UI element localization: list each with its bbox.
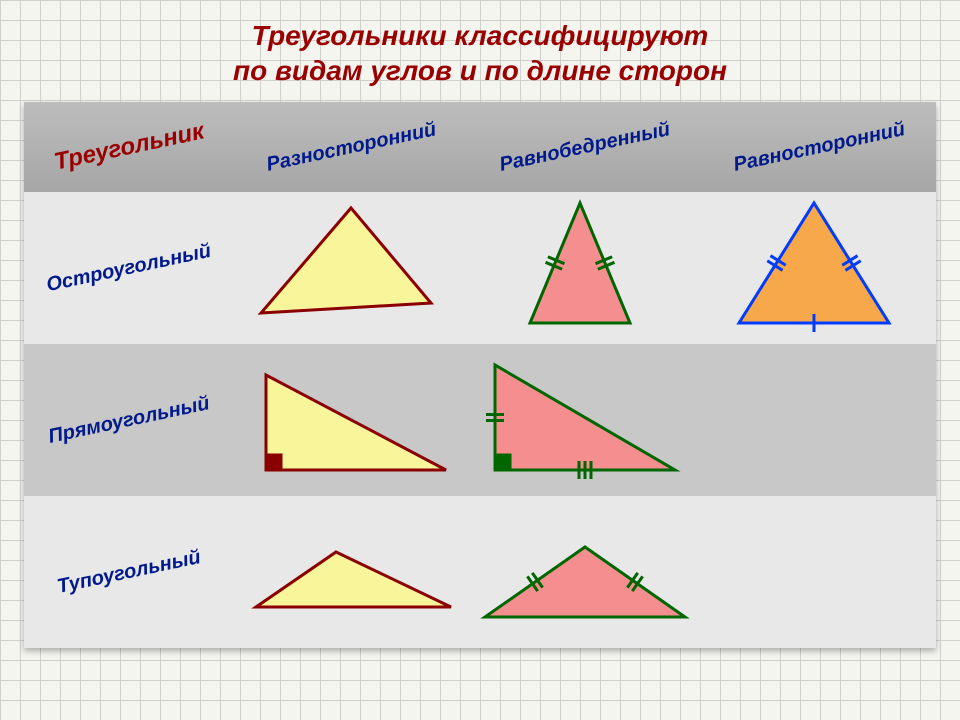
triangle-acute-scalene bbox=[241, 193, 461, 343]
triangle-obtuse-scalene bbox=[241, 497, 461, 647]
cell-acute-isosceles bbox=[468, 192, 702, 344]
classification-table: Треугольник Разносторонний Равнобедренны… bbox=[24, 102, 936, 648]
cell-acute-scalene bbox=[234, 192, 468, 344]
cell-obtuse-isosceles bbox=[468, 496, 702, 648]
cell-right-equilateral bbox=[702, 344, 936, 496]
row-header-obtuse: Тупоугольный bbox=[24, 496, 234, 648]
row-header-label: Остроугольный bbox=[45, 239, 214, 296]
row-header-acute: Остроугольный bbox=[24, 192, 234, 344]
cell-right-isosceles bbox=[468, 344, 702, 496]
cell-right-scalene bbox=[234, 344, 468, 496]
col-header-isosceles: Равнобедренный bbox=[468, 102, 702, 192]
col-header-label: Равносторонний bbox=[731, 118, 907, 177]
col-header-equilateral: Равносторонний bbox=[702, 102, 936, 192]
corner-label: Треугольник bbox=[52, 117, 207, 176]
cell-obtuse-scalene bbox=[234, 496, 468, 648]
title-line1: Треугольники классифицируют bbox=[252, 20, 709, 51]
triangle-right-isosceles bbox=[475, 345, 695, 495]
triangle-acute-equilateral bbox=[709, 193, 929, 343]
col-header-label: Разносторонний bbox=[264, 118, 438, 176]
row-header-right: Прямоугольный bbox=[24, 344, 234, 496]
row-header-label: Тупоугольный bbox=[55, 546, 203, 599]
row-header-label: Прямоугольный bbox=[46, 392, 211, 449]
col-header-label: Равнобедренный bbox=[498, 118, 673, 177]
corner-cell: Треугольник bbox=[24, 102, 234, 192]
triangle-obtuse-isosceles bbox=[475, 497, 695, 647]
triangle-acute-isosceles bbox=[475, 193, 695, 343]
title-line2: по видам углов и по длине сторон bbox=[233, 55, 727, 86]
triangle-right-scalene bbox=[241, 345, 461, 495]
col-header-scalene: Разносторонний bbox=[234, 102, 468, 192]
cell-acute-equilateral bbox=[702, 192, 936, 344]
page-title: Треугольники классифицируют по видам угл… bbox=[0, 0, 960, 102]
cell-obtuse-equilateral bbox=[702, 496, 936, 648]
